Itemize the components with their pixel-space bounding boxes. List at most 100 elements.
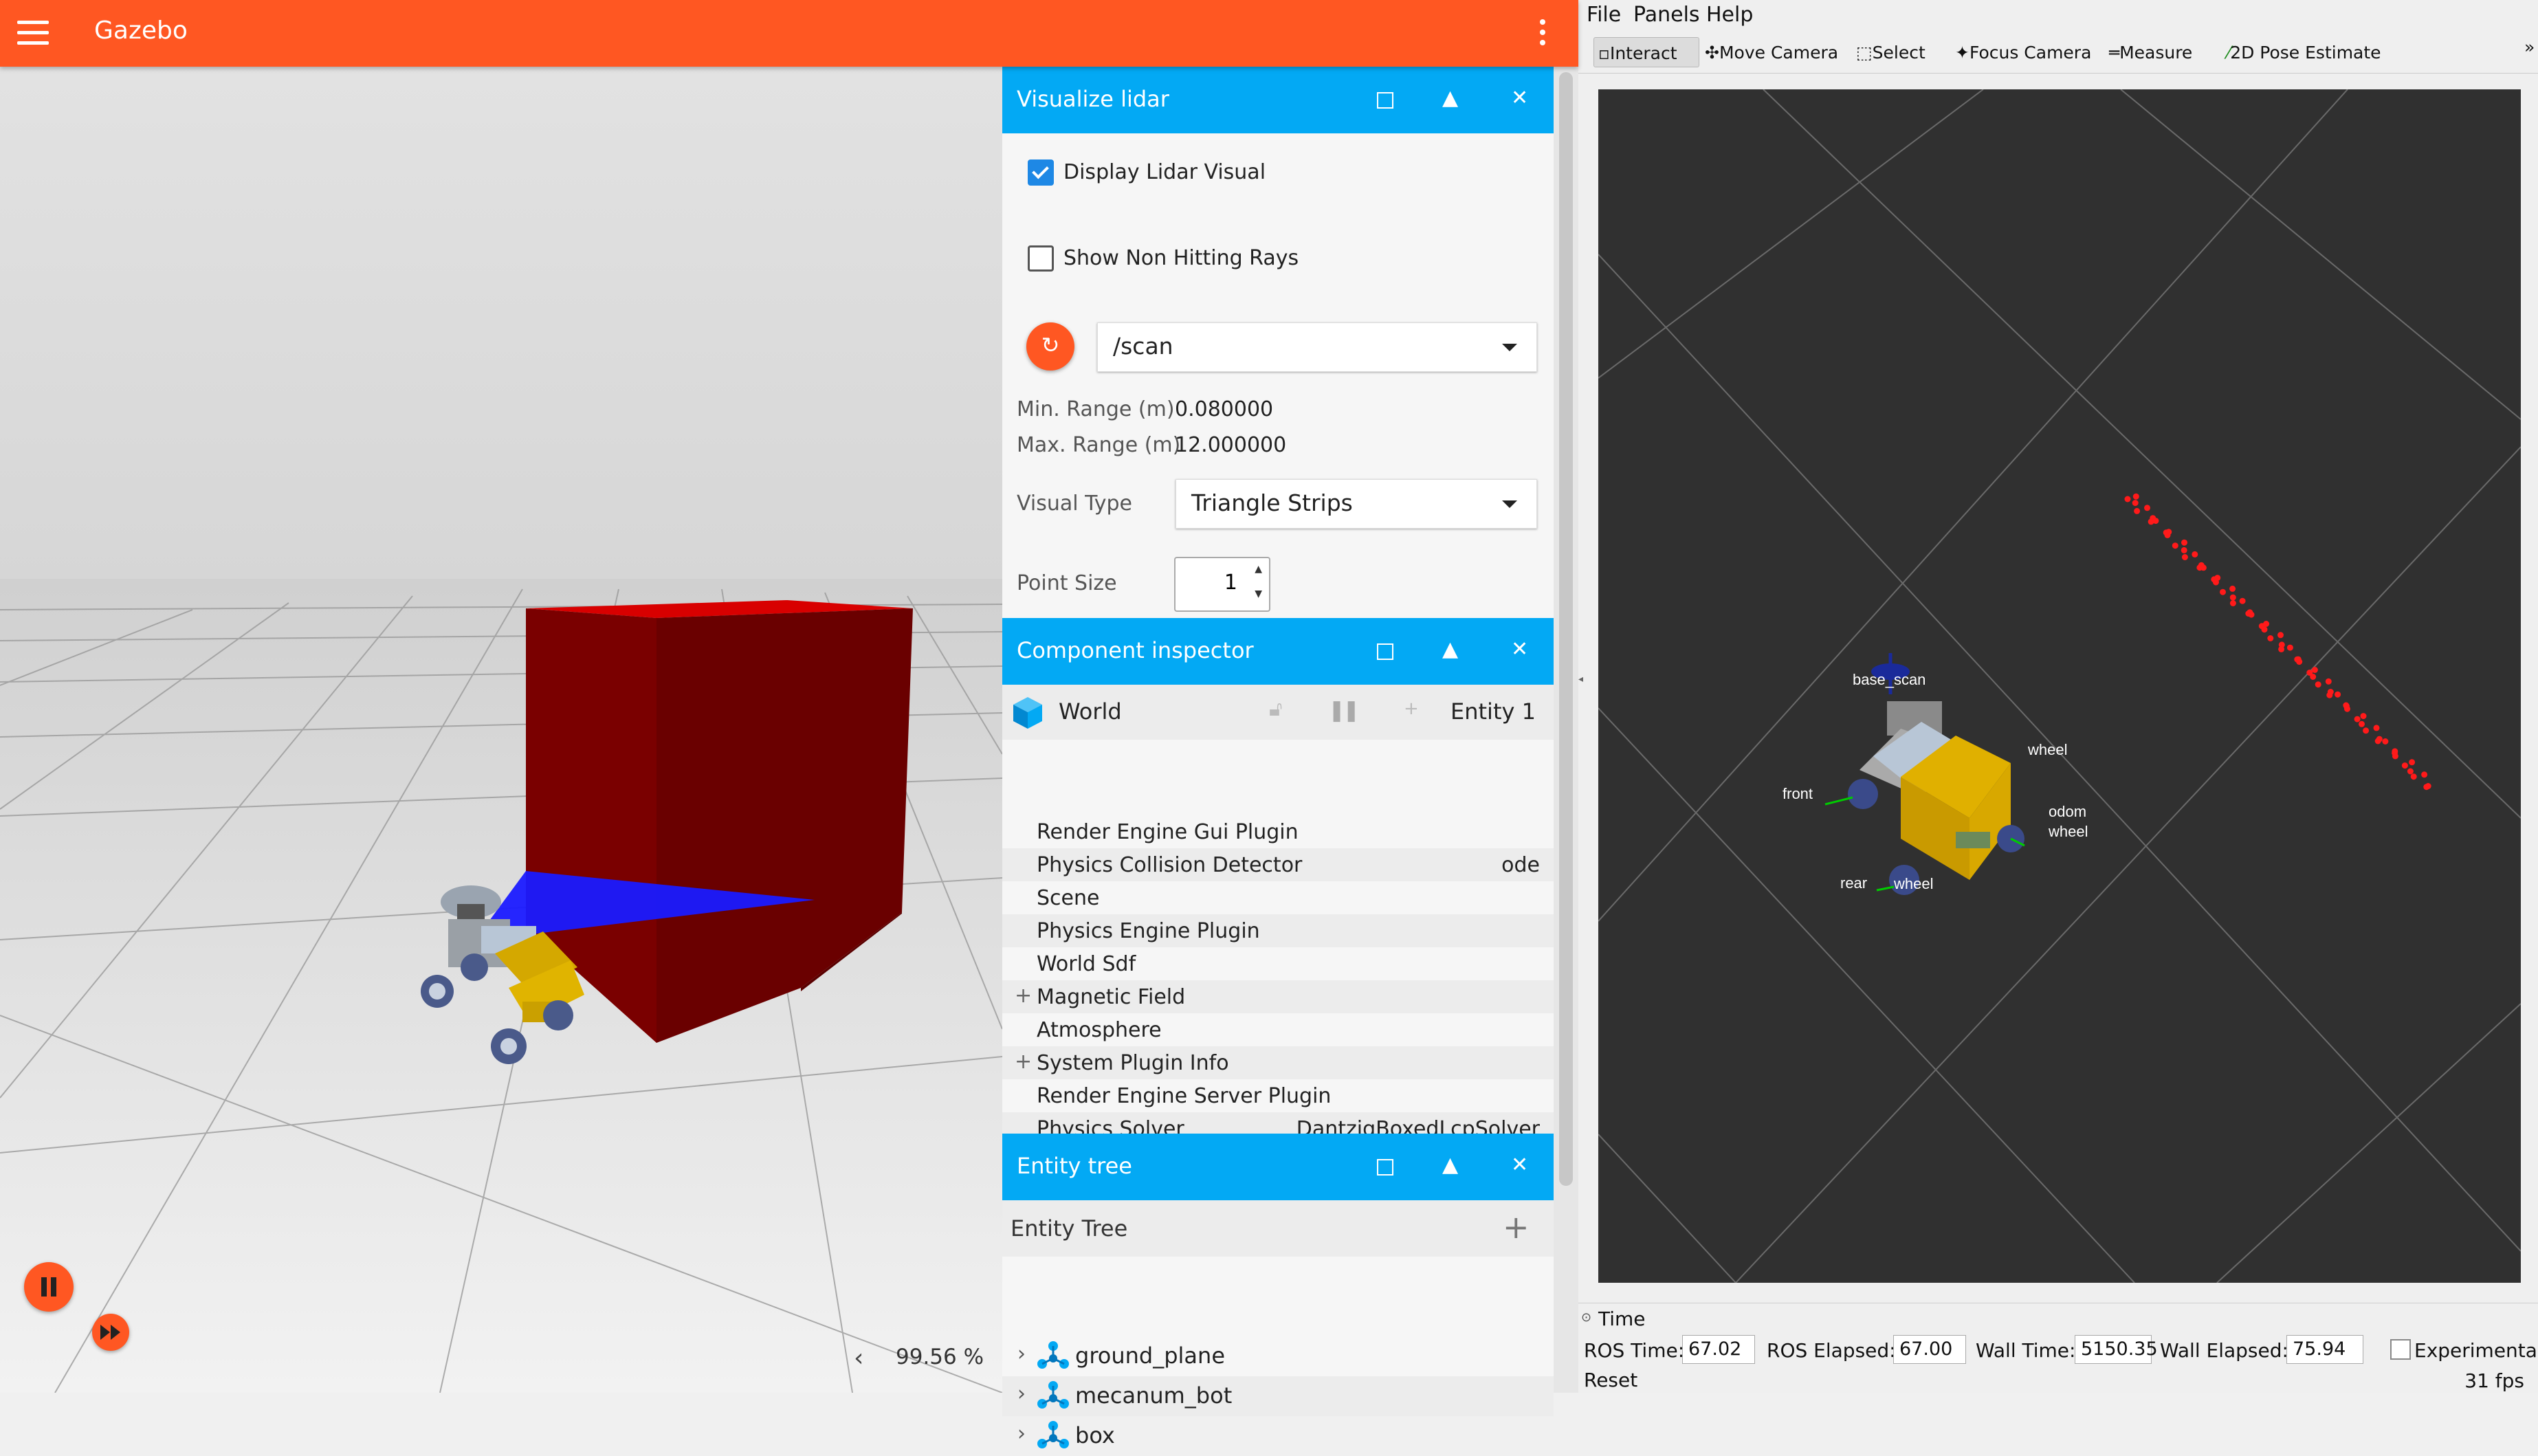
pause-icon — [41, 1277, 47, 1297]
tool-move-camera[interactable]: ✣Move Camera — [1705, 43, 1839, 63]
step-forward-button[interactable] — [92, 1314, 129, 1351]
hamburger-menu-icon[interactable] — [17, 21, 49, 45]
scan-point — [2229, 594, 2236, 601]
wall-elapsed-field[interactable]: 75.94 — [2286, 1335, 2363, 1364]
collapse-up-icon[interactable]: ▲ — [1442, 86, 1459, 110]
topic-select[interactable]: /scan — [1097, 322, 1537, 372]
reset-button[interactable]: Reset — [1584, 1369, 1638, 1391]
rviz-3d-view[interactable]: base_scan front rear odom wheel wheel wh… — [1598, 89, 2521, 1283]
point-size-label: Point Size — [1017, 571, 1117, 595]
point-size-value: 1 — [1224, 571, 1237, 595]
scan-point — [2164, 531, 2171, 538]
tool-select[interactable]: ⬚Select — [1856, 43, 1925, 63]
tool-2d-pose-estimate[interactable]: ⁄2D Pose Estimate — [2227, 43, 2381, 63]
lidar-panel-header[interactable]: Visualize lidar ▲ ✕ — [1002, 67, 1554, 133]
expand-plus-icon[interactable]: + — [1015, 1050, 1033, 1074]
refresh-icon: ↻ — [1041, 332, 1060, 358]
decrement-icon[interactable]: ▼ — [1255, 588, 1262, 599]
robot-model[interactable] — [421, 885, 584, 1064]
tf-frame-labels: base_scan front rear odom wheel wheel wh… — [1783, 671, 2088, 892]
component-label: World Sdf — [1037, 952, 1136, 976]
component-row: Render Engine Gui Plugin — [1002, 815, 1554, 848]
scan-point — [2401, 762, 2408, 769]
scan-point — [2325, 678, 2332, 685]
menu-panels[interactable]: Panels — [1633, 3, 1700, 27]
chevron-left-icon[interactable]: ‹ — [854, 1344, 864, 1372]
chevron-right-icon[interactable]: › — [1017, 1422, 1026, 1446]
add-component-icon[interactable]: + — [1404, 698, 1419, 719]
menu-help[interactable]: Help — [1706, 3, 1754, 27]
point-size-spinbox[interactable]: 1 ▲ ▼ — [1174, 557, 1270, 612]
refresh-topics-button[interactable]: ↻ — [1026, 322, 1074, 371]
red-box-model[interactable] — [526, 600, 913, 1043]
scan-point — [2407, 768, 2414, 775]
maximize-icon[interactable] — [1377, 1159, 1393, 1176]
time-panel: ⊙ Time ROS Time: 67.02 ROS Elapsed: 67.0… — [1578, 1303, 2538, 1393]
display-lidar-checkbox[interactable] — [1028, 159, 1054, 186]
panel-title: Entity tree — [1017, 1153, 1132, 1179]
panel-scrollbar[interactable] — [1554, 67, 1578, 1393]
ros-elapsed-field[interactable]: 67.00 — [1893, 1335, 1966, 1364]
component-row[interactable]: + System Plugin Info — [1002, 1046, 1554, 1079]
experimental-checkbox[interactable] — [2390, 1339, 2411, 1360]
wall-time-label: Wall Time: — [1976, 1339, 2076, 1362]
chevron-right-icon[interactable]: › — [1017, 1382, 1026, 1406]
lidar-visual — [474, 871, 815, 941]
component-row: Physics Engine Plugin — [1002, 914, 1554, 947]
maximize-icon[interactable] — [1377, 643, 1393, 660]
ros-time-field[interactable]: 67.02 — [1682, 1335, 1755, 1364]
wall-time-field[interactable]: 5150.35 — [2075, 1335, 2158, 1364]
expand-plus-icon[interactable]: + — [1015, 984, 1033, 1008]
chevron-right-icon[interactable]: › — [1017, 1342, 1026, 1366]
scan-point — [2181, 547, 2187, 553]
topic-value: /scan — [1113, 333, 1173, 360]
entity-id: Entity 1 — [1450, 698, 1536, 725]
close-icon[interactable]: ✕ — [1511, 637, 1529, 661]
increment-icon[interactable]: ▲ — [1255, 564, 1262, 575]
component-row: World Sdf — [1002, 947, 1554, 980]
maximize-icon[interactable] — [1377, 92, 1393, 109]
scan-point — [2374, 738, 2381, 744]
gazebo-3d-scene[interactable] — [0, 67, 1002, 1393]
component-row: Scene — [1002, 881, 1554, 914]
entity-tree-header[interactable]: Entity tree ▲ ✕ — [1002, 1134, 1554, 1200]
collapse-up-icon[interactable]: ▲ — [1442, 1153, 1459, 1177]
laser-scan-points — [2124, 493, 2431, 791]
show-non-hitting-checkbox[interactable] — [1028, 245, 1054, 272]
scan-point — [2315, 681, 2321, 688]
scan-point — [2261, 626, 2268, 633]
unlock-icon[interactable]: 🔓︎ — [1269, 697, 1283, 721]
pause-button[interactable] — [24, 1262, 74, 1312]
component-inspector-header[interactable]: Component inspector ▲ ✕ — [1002, 618, 1554, 685]
show-non-hitting-label: Show Non Hitting Rays — [1063, 246, 1299, 270]
tree-item[interactable]: › box — [1002, 1416, 1554, 1456]
scan-point — [2392, 748, 2398, 755]
menu-file[interactable]: File — [1587, 3, 1622, 27]
visual-type-select[interactable]: Triangle Strips — [1176, 479, 1537, 529]
collapse-up-icon[interactable]: ▲ — [1442, 637, 1459, 661]
add-entity-icon[interactable]: + — [1503, 1209, 1530, 1246]
tree-item-label: box — [1075, 1422, 1115, 1448]
scan-point — [2278, 646, 2285, 652]
scan-point — [2213, 579, 2219, 586]
max-range-value: 12.000000 — [1175, 433, 1287, 457]
tree-item[interactable]: › ground_plane — [1002, 1336, 1554, 1376]
pause-entity-icon[interactable]: ❚❚ — [1328, 698, 1360, 723]
more-tools-icon[interactable]: » — [2524, 37, 2535, 57]
tool-interact[interactable]: ▫︎Interact — [1593, 37, 1699, 67]
component-list: Render Engine Gui Plugin Physics Collisio… — [1002, 67, 1554, 1134]
component-row[interactable]: + Magnetic Field — [1002, 980, 1554, 1013]
wall-elapsed-label: Wall Elapsed: — [2160, 1339, 2288, 1362]
more-options-icon[interactable] — [1538, 19, 1547, 48]
tree-item[interactable]: › mecanum_bot — [1002, 1376, 1554, 1416]
component-row: Render Engine Server Plugin — [1002, 1079, 1554, 1112]
panel-toggle-icon[interactable]: ⊙ — [1581, 1310, 1592, 1325]
close-icon[interactable]: ✕ — [1511, 1153, 1529, 1177]
close-icon[interactable]: ✕ — [1511, 86, 1529, 110]
rviz-render: base_scan front rear odom wheel wheel wh… — [1598, 89, 2521, 1283]
fps-counter: 31 fps — [2464, 1369, 2524, 1392]
tool-focus-camera[interactable]: ✦Focus Camera — [1955, 43, 2092, 63]
collapse-side-icon[interactable]: ◂ — [1578, 674, 1584, 685]
robot-model-rviz[interactable] — [1824, 653, 2025, 895]
tool-measure[interactable]: ═Measure — [2109, 43, 2193, 63]
